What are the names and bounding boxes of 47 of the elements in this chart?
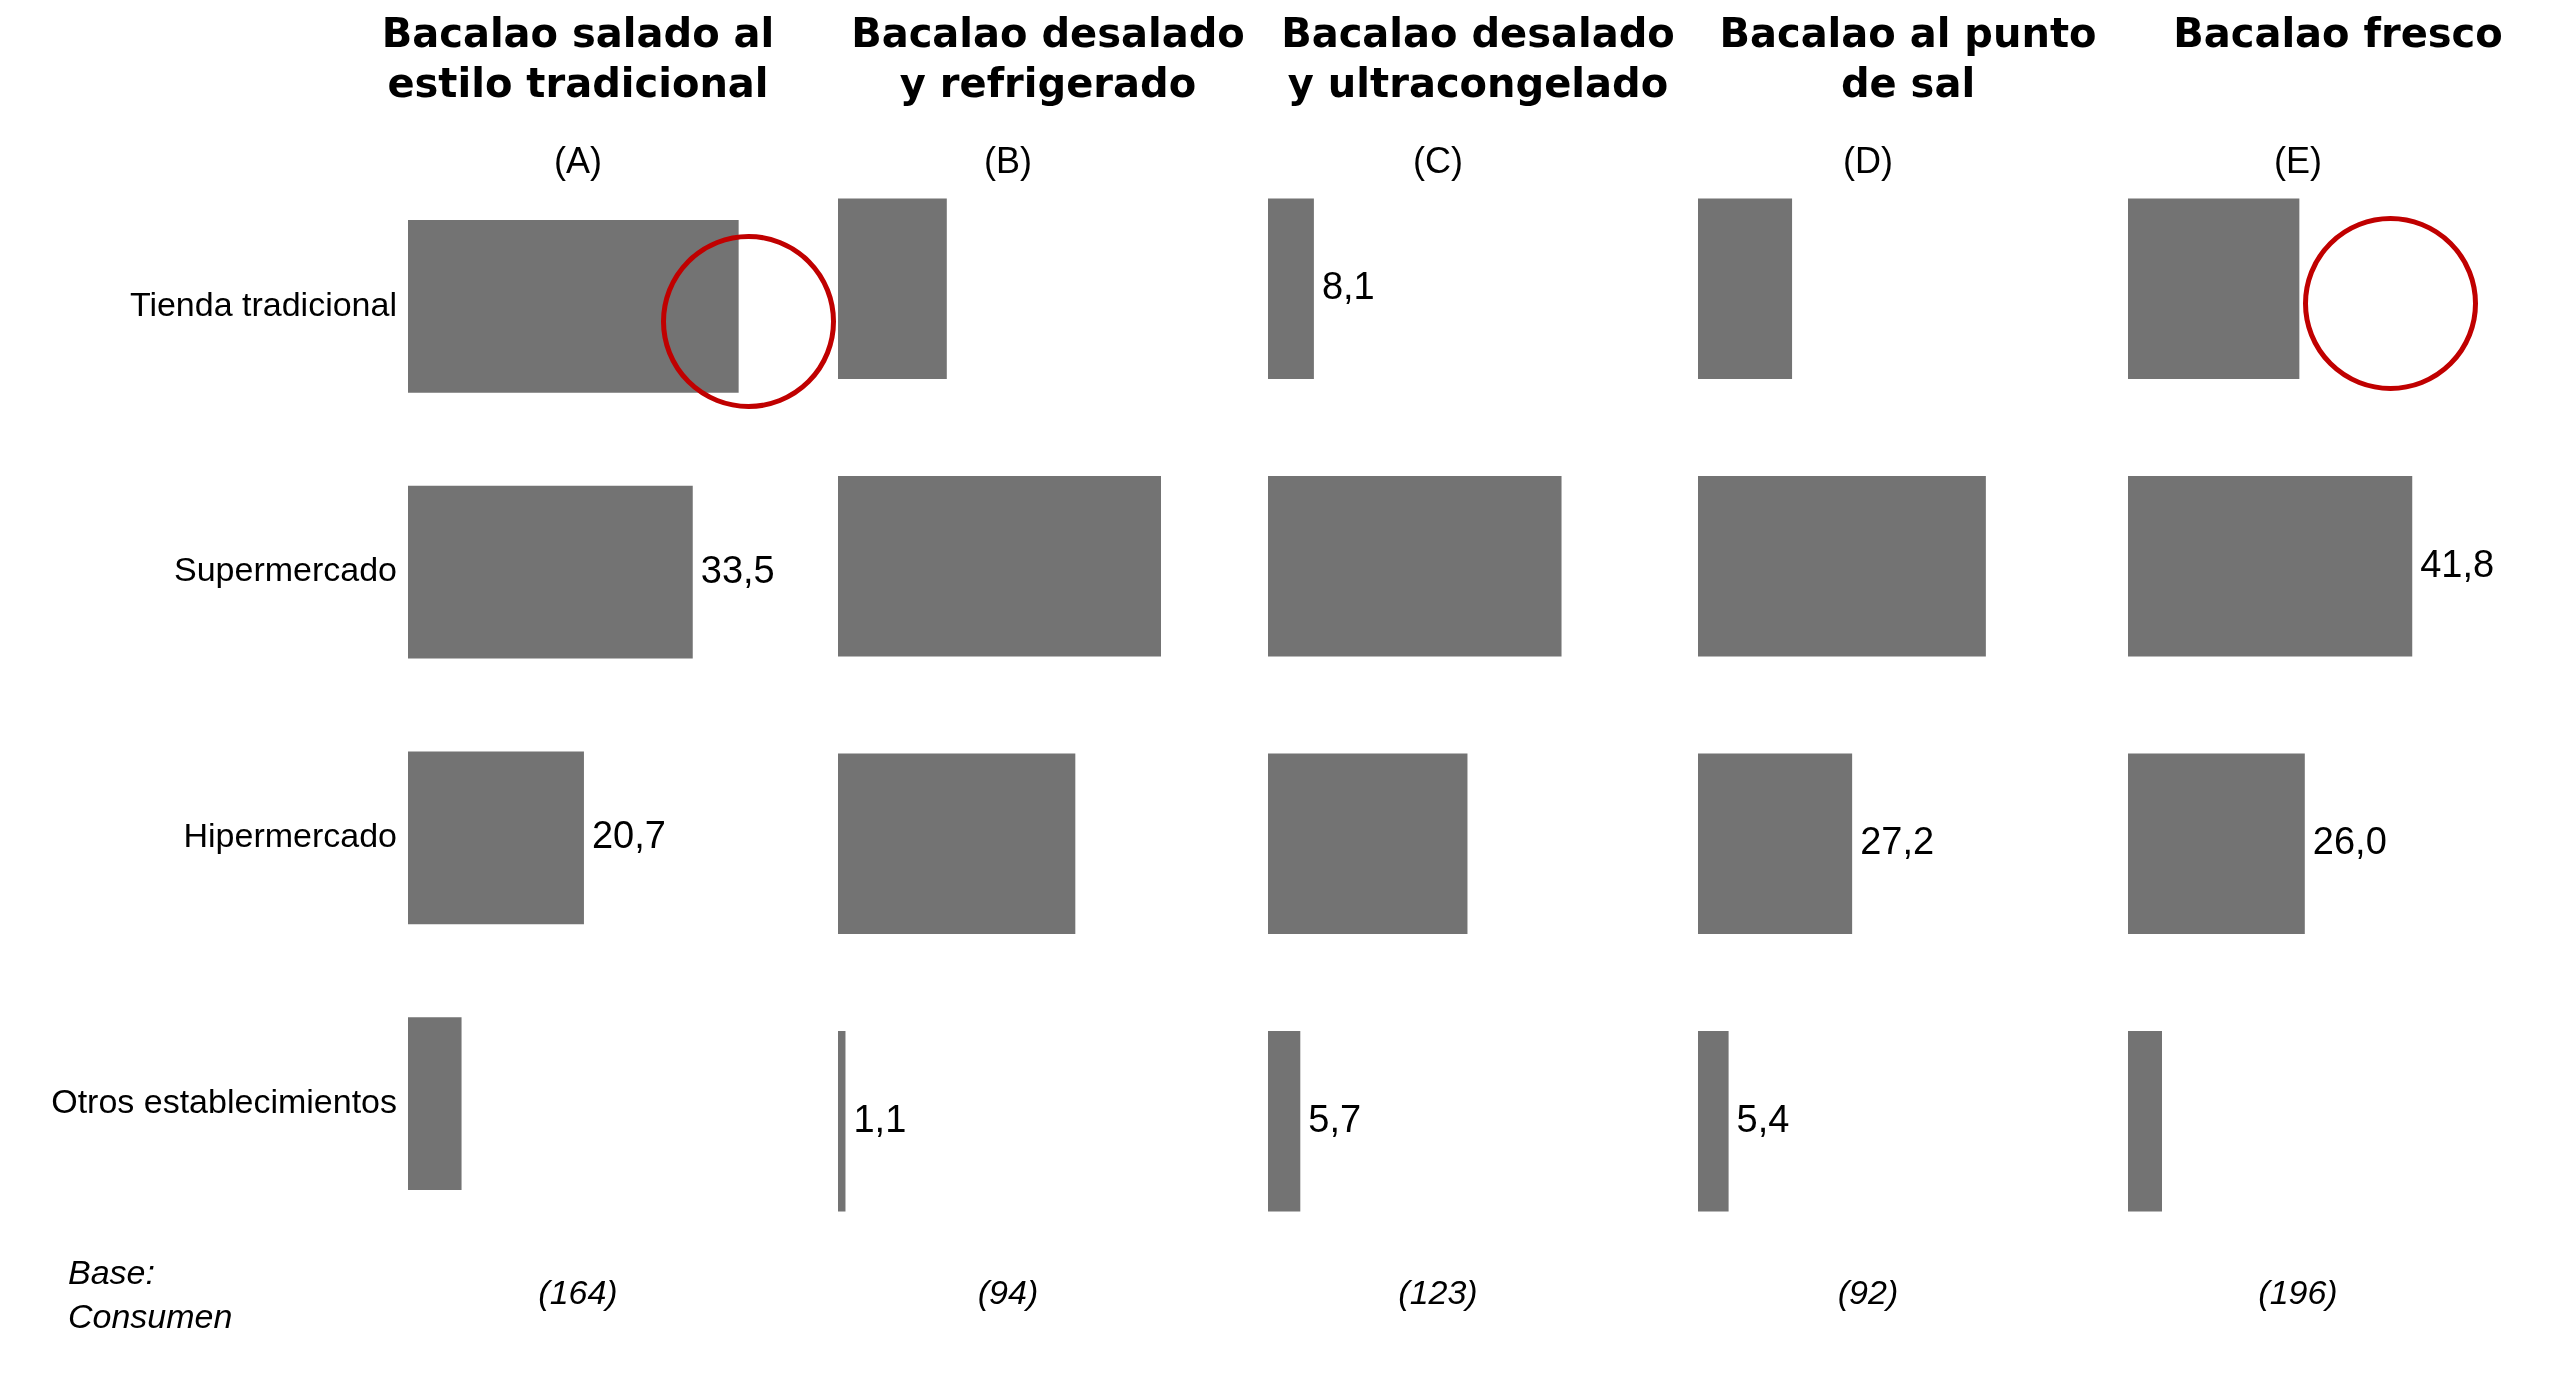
- data-label: 5,4: [1736, 1097, 1790, 1140]
- y-tick-label: Tienda tradicional: [129, 284, 397, 323]
- text: (196): [2257, 1272, 2339, 1313]
- data-label: 27,2: [1860, 820, 1935, 863]
- data-label: 41,8: [2420, 542, 2495, 585]
- text: (123): [1397, 1272, 1479, 1313]
- bar: [2128, 198, 2300, 379]
- chart-title: Bacalao desalado y ultracongelado: [1280, 9, 1676, 108]
- text: (94): [976, 1272, 1040, 1313]
- text: Base: Consumen: [68, 1252, 234, 1337]
- data-label: 1,1: [853, 1097, 907, 1140]
- bar: [1268, 198, 1314, 379]
- bar: [2128, 753, 2305, 934]
- data-label: 33,5: [700, 548, 775, 591]
- bar: [408, 1017, 462, 1191]
- chart-title: Bacalao salado al estilo tradicional: [380, 9, 776, 108]
- bar: [2128, 476, 2413, 657]
- bar: [1698, 753, 1853, 934]
- data-label: 26,0: [2312, 820, 2387, 863]
- data-label: 8,1: [1321, 265, 1375, 308]
- bar: [1698, 198, 1793, 379]
- chart-subtitle: (A): [553, 140, 603, 182]
- text: (164): [537, 1272, 619, 1313]
- y-tick-label: Supermercado: [173, 550, 397, 589]
- chart-title: Bacalao al punto de sal: [1718, 9, 2098, 108]
- bar: [408, 751, 584, 925]
- data-label: 5,7: [1308, 1097, 1362, 1140]
- bar: [408, 485, 693, 659]
- bar: [838, 1031, 846, 1212]
- bar: [1268, 1031, 1301, 1212]
- bar: [838, 476, 1161, 657]
- bar: [1698, 476, 1986, 657]
- chart-title: Bacalao fresco: [2172, 9, 2504, 58]
- y-tick-label: Otros establecimientos: [51, 1082, 397, 1121]
- bar: [2128, 1031, 2162, 1212]
- bar: [838, 753, 1076, 934]
- bar: [1698, 1031, 1729, 1212]
- chart-subtitle: (E): [2273, 140, 2323, 182]
- chart-subtitle: (D): [1842, 140, 1894, 182]
- bar: [1268, 476, 1562, 657]
- chart-subtitle: (B): [983, 140, 1033, 182]
- bar: [1268, 753, 1468, 934]
- text: (92): [1836, 1272, 1900, 1313]
- chart-subtitle: (C): [1412, 140, 1464, 182]
- chart-title: Bacalao desalado y refrigerado: [850, 9, 1246, 108]
- y-tick-label: Hipermercado: [183, 816, 397, 855]
- data-label: 20,7: [591, 814, 666, 857]
